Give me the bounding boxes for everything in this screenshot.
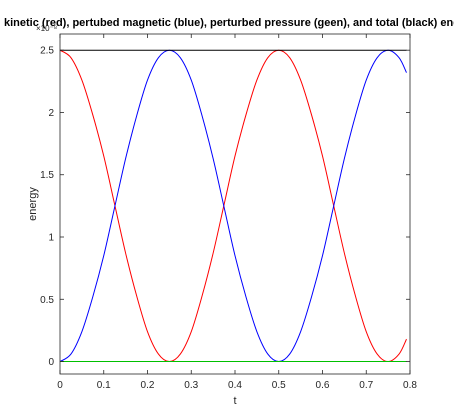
y-tick-label: 0 bbox=[48, 357, 54, 368]
chart-title: kinetic (red), pertubed magnetic (blue),… bbox=[4, 17, 454, 29]
x-tick-label: 0.3 bbox=[184, 380, 198, 391]
x-tick-label: 0.6 bbox=[316, 380, 330, 391]
x-tick-label: 0.5 bbox=[272, 380, 286, 391]
series-layer bbox=[59, 49, 407, 363]
y-tick-label: 0.5 bbox=[40, 295, 54, 306]
y-tick-label: 1 bbox=[48, 233, 54, 244]
x-tick-label: 0.2 bbox=[141, 380, 155, 391]
x-tick-label: 0.1 bbox=[97, 380, 111, 391]
x-tick-label: 0.7 bbox=[359, 380, 373, 391]
x-tick-label: 0.4 bbox=[228, 380, 242, 391]
y-tick-label: 2.5 bbox=[40, 46, 54, 57]
axes-layer: 0 0.1 0.2 0.3 0.4 0.5 0.6 0.7 0.8 0 0.5 1 1.5 2 2.5 bbox=[40, 33, 417, 391]
y-axis-label: energy bbox=[27, 187, 39, 221]
series-line-0 bbox=[59, 49, 407, 363]
x-axis-label: t bbox=[233, 395, 236, 407]
plot-area bbox=[60, 34, 410, 374]
y-exponent-label: ×10⁻⁸ bbox=[36, 24, 57, 33]
y-tick-label: 1.5 bbox=[40, 170, 54, 181]
x-tick-label: 0.8 bbox=[403, 380, 417, 391]
series-line-1 bbox=[59, 49, 407, 363]
y-tick-label: 2 bbox=[48, 108, 54, 119]
x-tick-label: 0 bbox=[57, 380, 63, 391]
